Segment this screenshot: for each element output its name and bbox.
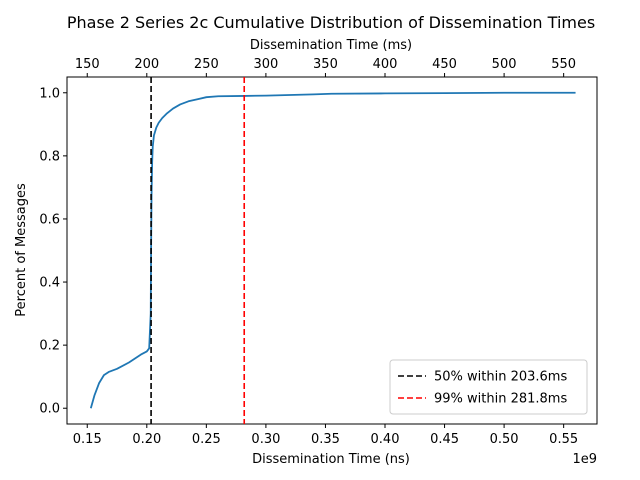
x-tick-label: 0.30 <box>251 432 280 447</box>
top-x-tick-label: 400 <box>373 57 398 72</box>
top-x-tick-label: 250 <box>194 57 219 72</box>
y-tick-label: 1.0 <box>39 86 60 101</box>
top-x-tick-label: 500 <box>492 57 517 72</box>
top-x-tick-label: 200 <box>134 57 159 72</box>
y-tick-label: 0.4 <box>39 276 60 291</box>
x-tick-label: 0.20 <box>132 432 161 447</box>
top-x-tick-label: 550 <box>551 57 576 72</box>
y-tick-label: 0.6 <box>39 212 60 227</box>
x-tick-label: 0.55 <box>549 432 578 447</box>
y-tick-label: 0.8 <box>39 149 60 164</box>
x-tick-label: 0.45 <box>430 432 459 447</box>
top-x-tick-label: 450 <box>432 57 457 72</box>
top-x-tick-label: 350 <box>313 57 338 72</box>
y-tick-label: 0.0 <box>39 402 60 417</box>
x-axis-label: Dissemination Time (ns) <box>252 452 410 467</box>
x-tick-label: 0.25 <box>192 432 221 447</box>
chart-title: Phase 2 Series 2c Cumulative Distributio… <box>67 13 595 32</box>
x-tick-label: 0.35 <box>311 432 340 447</box>
legend-label: 99% within 281.8ms <box>434 392 567 407</box>
x-axis-offset-label: 1e9 <box>572 452 597 467</box>
y-tick-label: 0.2 <box>39 339 60 354</box>
top-x-axis-label: Dissemination Time (ms) <box>250 38 412 53</box>
top-x-tick-label: 300 <box>253 57 278 72</box>
x-tick-label: 0.15 <box>73 432 102 447</box>
top-x-tick-label: 150 <box>75 57 100 72</box>
legend-label: 50% within 203.6ms <box>434 370 567 385</box>
x-tick-label: 0.40 <box>371 432 400 447</box>
cdf-series-line <box>89 91 576 409</box>
y-axis-label: Percent of Messages <box>14 183 29 317</box>
plot-area: 0.15 0.20 0.25 0.30 0.35 0.40 0.45 0.50 0.55 150 2… <box>39 57 598 447</box>
legend-box <box>389 359 588 415</box>
x-tick-label: 0.50 <box>490 432 519 447</box>
plot-frame <box>66 76 598 425</box>
